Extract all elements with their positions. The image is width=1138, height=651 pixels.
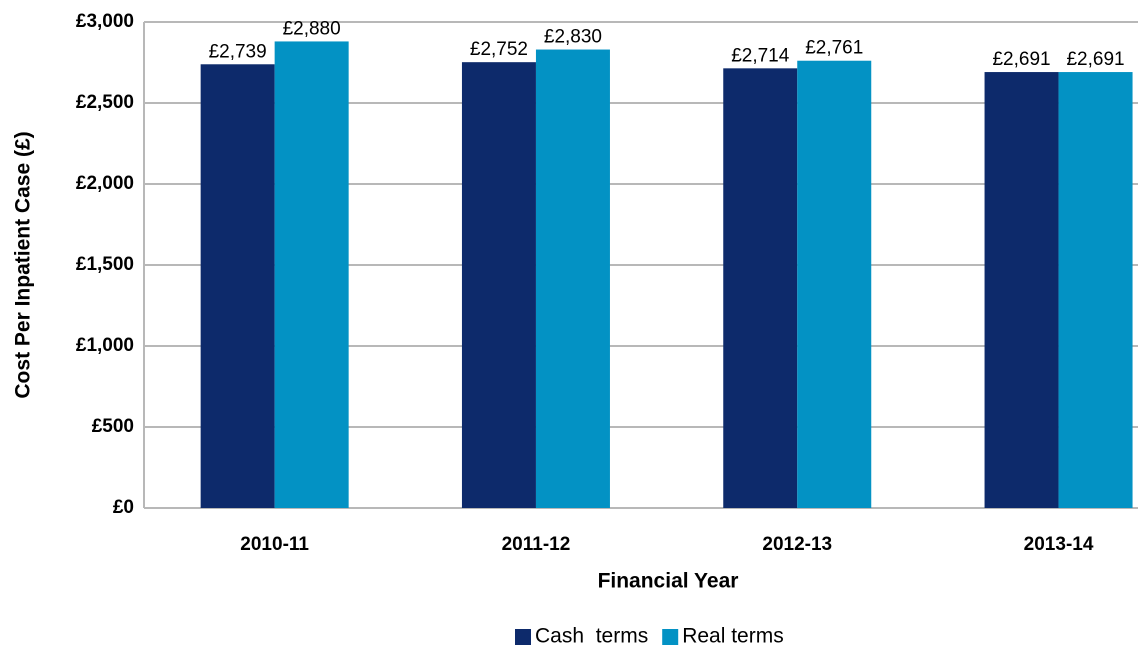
bar [461,62,536,509]
value-label: £2,691 [992,49,1050,70]
bar [200,64,275,509]
value-label: £2,739 [209,41,267,62]
value-label: £2,752 [470,39,528,60]
y-tick-label: £1,500 [76,254,134,275]
bar [535,49,610,508]
legend-label: Cash terms [535,625,648,648]
value-label: £2,714 [731,45,790,66]
bar [723,68,798,508]
x-tick-label: 2011-12 [502,534,571,555]
x-tick-label: 2010-11 [240,534,309,555]
y-tick-label: £2,000 [76,173,134,194]
value-label: £2,761 [805,38,863,59]
bar [1058,72,1133,509]
bar [274,41,349,508]
legend-label: Real terms [682,625,784,648]
y-axis-title: Cost Per Inpatient Case (£) [12,131,35,398]
value-label: £2,880 [283,18,341,39]
bar [797,60,872,509]
x-tick-label: 2012-13 [762,534,832,555]
y-tick-label: £3,000 [76,11,134,32]
y-tick-label: £500 [92,416,134,437]
y-tick-label: £0 [113,497,134,518]
y-tick-label: £1,000 [76,335,134,356]
y-tick-label: £2,500 [76,92,134,113]
x-tick-label: 2013-14 [1024,534,1094,555]
x-axis-title: Financial Year [598,570,739,593]
value-label: £2,691 [1066,49,1124,70]
legend-swatch [515,629,531,645]
value-label: £2,830 [544,27,602,48]
bar [984,72,1059,509]
legend-swatch [662,629,679,645]
